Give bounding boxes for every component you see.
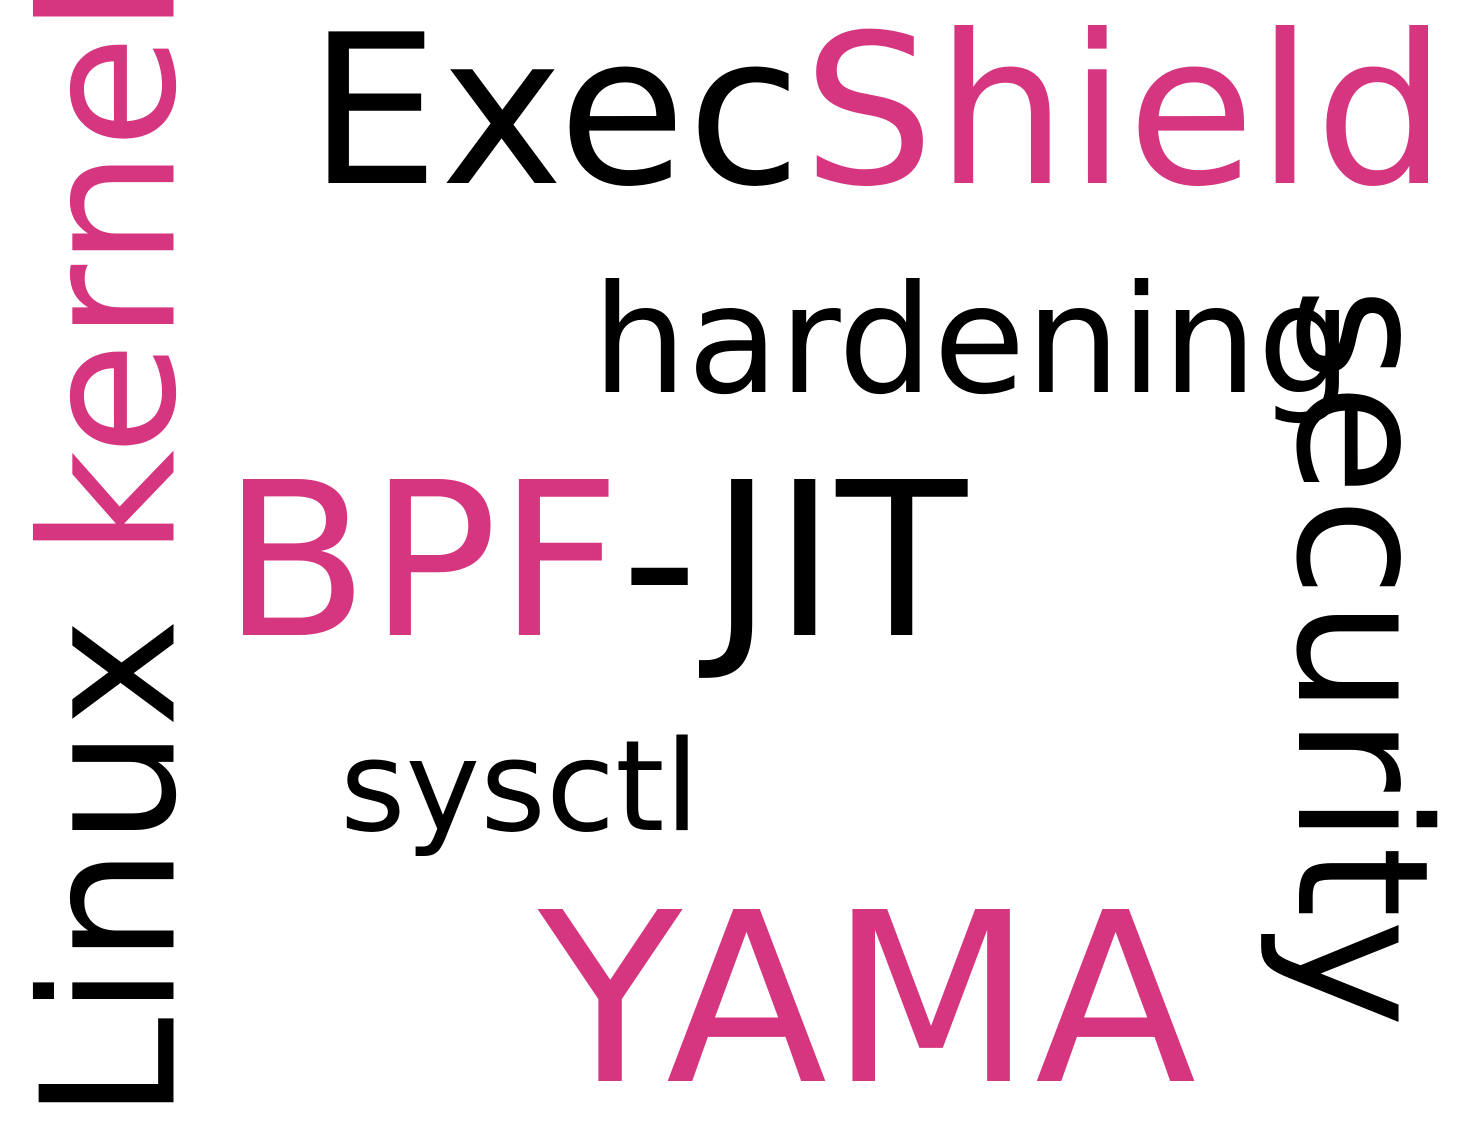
word-hardening: hardening — [592, 254, 1353, 428]
word-bpf-jit: BPF-JIT — [222, 455, 967, 669]
word-linux-kernel: Linux kernel — [2, 0, 218, 1120]
word-bpf: BPF — [222, 437, 621, 686]
word-kernel: kernel — [1, 0, 218, 558]
word-yama: YAMA — [538, 862, 1199, 1137]
word-shield: Shield — [802, 0, 1448, 233]
word-exec: Exec — [308, 0, 803, 233]
word-security: security — [1256, 286, 1468, 1030]
word-jit: -JIT — [620, 437, 968, 686]
word-sysctl: sysctl — [340, 713, 700, 860]
word-linux: Linux — [1, 617, 218, 1121]
word-execshield: ExecShield — [308, 8, 1448, 216]
